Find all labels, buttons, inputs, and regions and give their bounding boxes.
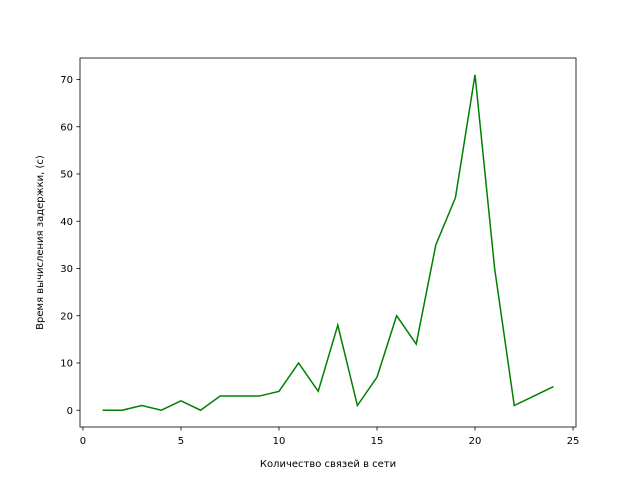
y-axis-ticks: 0 10 20 30 40 50 60 70 bbox=[60, 75, 80, 417]
y-tick-label: 50 bbox=[60, 170, 73, 181]
x-tick-label: 5 bbox=[178, 436, 184, 447]
x-tick-label: 20 bbox=[469, 436, 482, 447]
x-tick-label: 0 bbox=[80, 436, 86, 447]
y-tick-label: 20 bbox=[60, 311, 73, 322]
x-tick-label: 15 bbox=[371, 436, 384, 447]
x-axis-ticks: 0 5 10 15 20 25 bbox=[80, 427, 580, 447]
y-tick-label: 40 bbox=[60, 217, 73, 228]
series-line-0 bbox=[102, 74, 554, 412]
x-tick-label: 25 bbox=[567, 436, 580, 447]
x-tick-label: 10 bbox=[273, 436, 286, 447]
y-axis-label: Время вычисления задержки, (с) bbox=[35, 155, 46, 330]
y-tick-label: 30 bbox=[60, 264, 73, 275]
y-tick-label: 10 bbox=[60, 359, 73, 370]
plot-frame bbox=[79, 57, 577, 428]
y-tick-label: 60 bbox=[60, 122, 73, 133]
x-axis-label: Количество связей в сети bbox=[260, 459, 396, 470]
chart-marks bbox=[102, 74, 554, 412]
y-tick-label: 70 bbox=[60, 75, 73, 86]
y-tick-label: 0 bbox=[67, 406, 73, 417]
plot-area bbox=[80, 58, 576, 427]
